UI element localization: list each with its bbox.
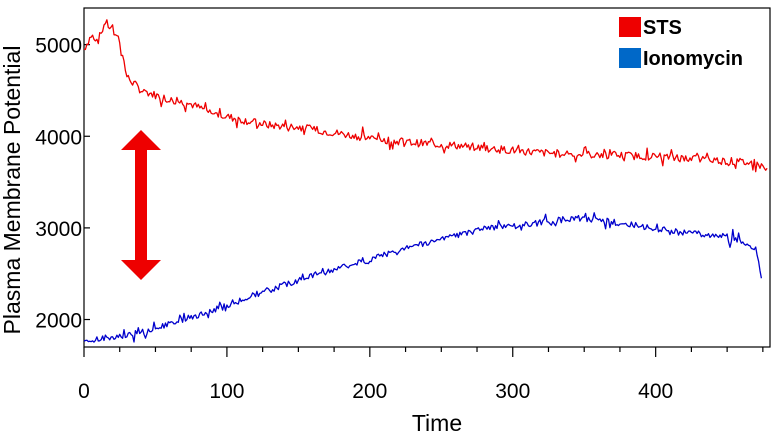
x-tick-label: 400 (638, 380, 673, 403)
series-line-sts (83, 19, 768, 173)
y-tick-label: 4000 (35, 126, 82, 149)
legend-swatch-ionomycin (619, 48, 641, 68)
x-tick-label: 200 (352, 380, 387, 403)
series-layer (83, 19, 768, 343)
legend: STS Ionomycin (619, 17, 743, 70)
y-axis-title: Plasma Membrane Potential (0, 46, 25, 335)
legend-label-sts: STS (643, 17, 682, 39)
double-arrow-icon (121, 130, 161, 280)
legend-label-ionomycin: Ionomycin (643, 48, 743, 70)
x-axis-title: Time (412, 410, 462, 436)
x-tick-label: 300 (495, 380, 530, 403)
y-tick-label: 2000 (35, 310, 82, 333)
x-axis-ticks: 0 100 200 300 400 (78, 347, 764, 403)
difference-arrow (121, 130, 161, 280)
x-tick-label: 100 (209, 380, 244, 403)
y-tick-label: 5000 (35, 35, 82, 58)
y-tick-label: 3000 (35, 218, 82, 241)
series-line-ionomycin (83, 212, 763, 343)
legend-swatch-sts (619, 17, 641, 37)
x-tick-label: 0 (78, 380, 90, 403)
y-axis-ticks: 2000 3000 4000 5000 (35, 35, 90, 333)
plot-frame (83, 7, 771, 348)
